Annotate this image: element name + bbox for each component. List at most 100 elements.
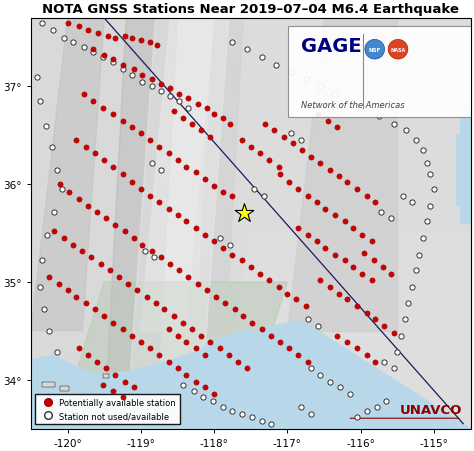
- Point: [346, 98, 354, 106]
- Point: [247, 144, 255, 152]
- Point: [298, 147, 306, 154]
- Point: [307, 364, 315, 372]
- Point: [219, 244, 227, 252]
- Point: [137, 186, 145, 193]
- Polygon shape: [456, 136, 471, 204]
- Point: [157, 254, 165, 262]
- Point: [419, 235, 427, 242]
- Point: [79, 248, 86, 255]
- Point: [294, 225, 302, 232]
- Point: [91, 306, 99, 313]
- Point: [148, 76, 155, 83]
- Polygon shape: [353, 380, 390, 428]
- Point: [58, 186, 65, 193]
- Point: [109, 320, 117, 327]
- Point: [185, 105, 192, 112]
- Point: [165, 150, 173, 157]
- Point: [95, 30, 102, 37]
- Point: [148, 248, 155, 255]
- Point: [90, 98, 97, 106]
- Point: [91, 150, 99, 157]
- Point: [243, 364, 251, 372]
- Point: [344, 339, 351, 346]
- Point: [240, 210, 247, 217]
- Point: [157, 166, 165, 174]
- Point: [84, 202, 92, 210]
- Point: [141, 248, 148, 255]
- Point: [43, 232, 51, 239]
- Point: [138, 242, 146, 249]
- Title: NOTA GNSS Stations Near 2019–07–04 M6.4 Earthquake: NOTA GNSS Stations Near 2019–07–04 M6.4 …: [42, 4, 459, 16]
- Point: [190, 388, 197, 395]
- Point: [401, 316, 409, 323]
- Point: [353, 186, 361, 193]
- Point: [221, 300, 229, 307]
- Point: [207, 339, 214, 346]
- Point: [56, 181, 64, 189]
- Point: [335, 290, 342, 298]
- Point: [192, 378, 200, 385]
- Point: [216, 345, 224, 352]
- Point: [173, 212, 181, 220]
- Point: [404, 300, 412, 307]
- Point: [228, 40, 236, 47]
- Point: [314, 111, 322, 118]
- Point: [275, 284, 283, 291]
- Point: [307, 154, 315, 161]
- Text: UNAVCO: UNAVCO: [400, 403, 462, 416]
- Point: [146, 137, 154, 144]
- Polygon shape: [42, 382, 55, 387]
- Point: [331, 251, 339, 258]
- Point: [64, 286, 72, 294]
- Point: [287, 130, 295, 138]
- Point: [70, 242, 77, 249]
- Polygon shape: [126, 19, 229, 428]
- Point: [302, 76, 310, 83]
- Point: [115, 274, 123, 281]
- Point: [247, 264, 255, 271]
- Point: [390, 329, 397, 336]
- Point: [423, 218, 430, 226]
- Point: [119, 326, 127, 333]
- Point: [111, 371, 119, 378]
- Polygon shape: [68, 282, 287, 399]
- Point: [90, 50, 97, 57]
- Point: [75, 196, 82, 203]
- Point: [111, 222, 119, 229]
- Point: [307, 410, 315, 418]
- Point: [36, 98, 44, 106]
- Point: [203, 286, 210, 294]
- Point: [383, 398, 390, 405]
- Point: [137, 130, 145, 138]
- Point: [276, 171, 284, 179]
- Point: [90, 46, 97, 54]
- Point: [87, 254, 95, 262]
- Point: [99, 105, 107, 112]
- Point: [73, 137, 80, 144]
- Point: [302, 303, 310, 310]
- Point: [53, 166, 60, 174]
- Point: [324, 118, 331, 125]
- Point: [38, 20, 46, 28]
- Point: [265, 157, 273, 164]
- Point: [33, 74, 41, 81]
- Point: [155, 199, 163, 206]
- Point: [344, 179, 351, 186]
- Point: [119, 66, 127, 74]
- Point: [304, 232, 312, 239]
- Point: [397, 332, 405, 340]
- Point: [173, 332, 181, 340]
- Point: [64, 20, 72, 28]
- Point: [201, 352, 209, 359]
- Point: [430, 186, 438, 193]
- Polygon shape: [200, 19, 244, 282]
- Point: [363, 352, 370, 359]
- Point: [192, 225, 200, 232]
- Point: [80, 45, 88, 52]
- Point: [234, 359, 241, 366]
- Point: [423, 160, 430, 167]
- Point: [180, 115, 187, 122]
- Point: [248, 320, 256, 327]
- Point: [353, 413, 361, 420]
- Point: [138, 72, 146, 79]
